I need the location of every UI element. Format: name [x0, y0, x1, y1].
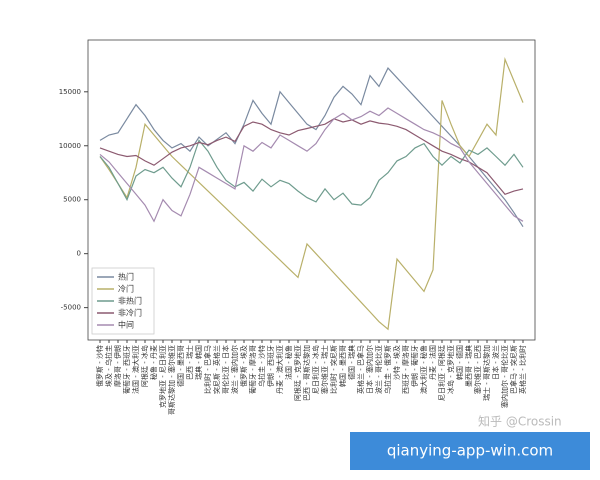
- x-tick-label: 葡萄牙 - 西班牙: [122, 345, 131, 394]
- x-tick-label: 摩洛哥 - 伊朗: [113, 345, 122, 387]
- x-tick-label: 沙特 - 埃及: [392, 345, 401, 380]
- x-tick-label: 韩国 - 德国: [455, 345, 464, 380]
- x-tick-label: 日本 - 塞内加尔: [365, 345, 374, 394]
- banner-bg: [350, 432, 590, 470]
- x-tick-label: 哥斯达黎加 - 塞尔维亚: [167, 345, 176, 415]
- x-tick-label: 瑞士 - 哥斯达黎加: [482, 345, 491, 401]
- x-tick-label: 乌拉圭 - 俄罗斯: [383, 345, 392, 394]
- x-tick-label: 克罗地亚 - 尼日利亚: [158, 345, 167, 408]
- series-line: [99, 118, 524, 196]
- y-tick-label: 5000: [63, 196, 81, 204]
- x-tick-label: 阿根廷 - 冰岛: [140, 345, 149, 387]
- series-line: [99, 57, 524, 331]
- x-tick-label: 巴西 - 哥斯达黎加: [302, 345, 311, 401]
- x-tick-label: 秘鲁 - 丹麦: [149, 345, 158, 380]
- x-tick-label: 塞尔维亚 - 巴西: [473, 345, 482, 394]
- x-tick-label: 尼日利亚 - 阿根廷: [437, 345, 446, 401]
- legend-label: 冷门: [118, 284, 134, 294]
- x-tick-label: 乌拉圭 - 沙特: [257, 345, 266, 387]
- x-tick-label: 俄罗斯 - 沙特: [95, 345, 104, 387]
- series-line: [99, 107, 524, 223]
- watermark: 知乎 @Crossin: [478, 415, 562, 429]
- x-tick-label: 法国 - 澳大利亚: [131, 345, 140, 394]
- x-tick-label: 葡萄牙 - 摩洛哥: [248, 345, 257, 394]
- x-tick-label: 日本 - 波兰: [491, 345, 500, 380]
- x-tick-label: 突尼斯 - 英格兰: [212, 345, 221, 394]
- x-tick-label: 伊朗 - 葡萄牙: [410, 345, 419, 387]
- x-tick-label: 丹麦 - 澳大利亚: [275, 345, 284, 394]
- x-tick-label: 波兰 - 哥伦比亚: [374, 345, 383, 394]
- x-tick-label: 埃及 - 乌拉圭: [104, 345, 113, 387]
- y-tick-label: 15000: [59, 88, 81, 96]
- banner-text: qianying-app-win.com: [387, 442, 553, 460]
- x-tick-label: 瑞典 - 韩国: [194, 345, 203, 380]
- legend-label: 非热门: [118, 296, 142, 306]
- legend-label: 中间: [118, 320, 134, 330]
- x-tick-label: 伊朗 - 西班牙: [266, 345, 275, 387]
- x-tick-label: 德国 - 墨西哥: [176, 345, 185, 387]
- x-tick-label: 德国 - 瑞典: [347, 345, 356, 380]
- x-tick-label: 塞内加尔 - 哥伦比亚: [500, 345, 509, 408]
- plot-frame: [87, 39, 536, 341]
- y-tick-label: 0: [77, 250, 81, 258]
- y-tick-label: -5000: [61, 304, 81, 312]
- x-tick-label: 巴拿马 - 突尼斯: [509, 345, 518, 394]
- legend-label: 热门: [118, 272, 134, 282]
- x-tick-label: 英格兰 - 巴拿马: [356, 345, 365, 394]
- x-tick-label: 墨西哥 - 瑞典: [464, 345, 473, 387]
- legend-label: 非冷门: [118, 308, 142, 318]
- y-tick-label: 10000: [59, 142, 81, 150]
- x-tick-label: 冰岛 - 克罗地亚: [446, 345, 455, 394]
- x-tick-label: 西班牙 - 摩洛哥: [401, 345, 410, 394]
- x-tick-label: 比利时 - 突尼斯: [329, 345, 338, 394]
- x-tick-label: 俄罗斯 - 埃及: [239, 345, 248, 387]
- x-tick-label: 巴西 - 瑞士: [185, 345, 194, 380]
- x-tick-label: 哥伦比亚 - 日本: [221, 345, 230, 394]
- x-tick-label: 丹麦 - 法国: [428, 345, 437, 380]
- x-tick-label: 英格兰 - 比利时: [518, 345, 527, 394]
- series-line: [99, 139, 524, 206]
- x-tick-label: 尼日利亚 - 冰岛: [311, 345, 320, 394]
- x-tick-label: 阿根廷 - 克罗地亚: [293, 345, 302, 401]
- x-tick-label: 比利时 - 巴拿马: [203, 345, 212, 394]
- x-tick-label: 澳大利亚 - 秘鲁: [419, 345, 428, 394]
- x-tick-label: 韩国 - 墨西哥: [338, 345, 347, 387]
- x-tick-label: 塞尔维亚 - 瑞士: [320, 345, 329, 394]
- x-tick-label: 波兰 - 塞内加尔: [230, 345, 239, 394]
- x-tick-label: 法国 - 秘鲁: [284, 345, 293, 380]
